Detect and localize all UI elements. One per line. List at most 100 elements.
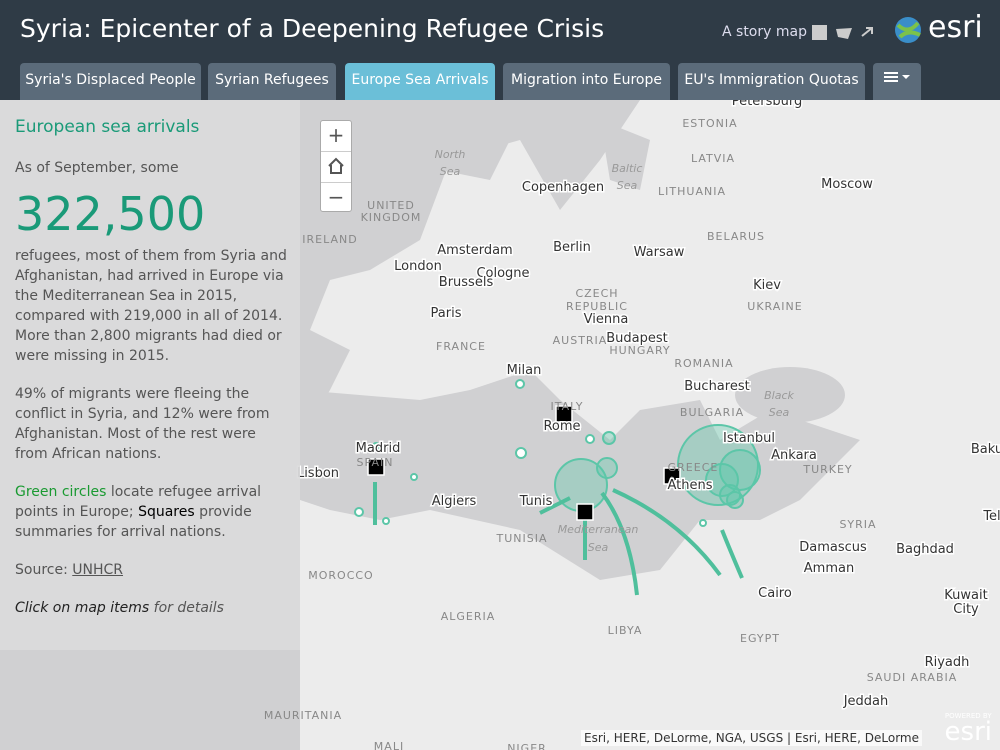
map-label: Baghdad <box>896 542 954 557</box>
map-label: Riyadh <box>925 655 970 670</box>
map-label: UKRAINE <box>747 300 802 313</box>
zoom-out[interactable]: − <box>327 185 345 209</box>
map-label: Sea <box>769 406 790 419</box>
map-label: Cologne <box>476 266 529 281</box>
map-label: UNITED <box>367 199 415 212</box>
attribution: Esri, HERE, DeLorme, NGA, USGS | Esri, H… <box>581 730 922 746</box>
map-label: ESTONIA <box>682 117 737 130</box>
map-label: NIGER <box>507 742 547 750</box>
tab[interactable]: Syrian Refugees <box>208 63 336 100</box>
map-label: ROMANIA <box>674 357 733 370</box>
green-circles: Green circles <box>15 484 107 500</box>
map-label: HUNGARY <box>609 344 670 357</box>
map-label: Black <box>764 389 794 402</box>
map-label: Bucharest <box>684 379 749 394</box>
paragraph: 49% of migrants were fleeing the conflic… <box>15 386 270 462</box>
map-label: Tel <box>982 509 1000 524</box>
map-label: LITHUANIA <box>658 185 726 198</box>
panel-heading: European sea arrivals <box>15 117 200 137</box>
map-label: IRELAND <box>302 233 357 246</box>
big-number: 322,500 <box>15 187 206 241</box>
map-label: Madrid <box>356 441 401 456</box>
map-label: Ankara <box>771 448 817 463</box>
map-label: Kuwait <box>944 588 987 603</box>
zoom-in[interactable]: + <box>321 121 351 152</box>
source-link[interactable]: UNHCR <box>72 562 124 578</box>
map-label: City <box>953 602 979 617</box>
hint-emph: Click on map items <box>15 600 150 616</box>
map-label: Amman <box>804 561 854 576</box>
globe-icon <box>895 17 921 43</box>
map-label: Istanbul <box>723 431 775 446</box>
tab[interactable]: Migration into Europe <box>503 63 670 100</box>
map-label: FRANCE <box>436 340 486 353</box>
map-label: BELARUS <box>707 230 765 243</box>
map-label: Vienna <box>584 312 629 327</box>
side-panel: European sea arrivals As of September, s… <box>0 100 300 650</box>
map-label: Amsterdam <box>437 243 512 258</box>
map-label: REPUBLIC <box>566 300 628 313</box>
map-label: Brussels <box>439 275 494 290</box>
title: Syria: Epicenter of a Deepening Refugee … <box>20 14 605 43</box>
intro: As of September, some <box>15 160 179 176</box>
map-label: Sea <box>588 541 609 554</box>
home-button[interactable] <box>321 152 351 183</box>
share-icons[interactable] <box>812 24 882 42</box>
esri-logo[interactable]: esri <box>928 10 983 45</box>
map-label: Tunis <box>519 494 553 509</box>
map-label: Baltic <box>612 162 643 175</box>
map-label: Warsaw <box>634 245 685 260</box>
powered-logo: esri <box>944 717 992 747</box>
map-label: London <box>394 259 442 274</box>
map-label: CZECH <box>575 287 618 300</box>
map-label: Damascus <box>799 540 867 555</box>
powered-by-label: POWERED BY <box>944 712 992 720</box>
map-label: TUNISIA <box>496 532 548 545</box>
map-label: Kiev <box>753 278 781 293</box>
map-label: SPAIN <box>357 456 394 469</box>
text: locate refugee arrival points in Europe; <box>15 484 262 520</box>
map-label: Sea <box>617 179 638 192</box>
squares: Squares <box>138 504 195 520</box>
tab[interactable]: Europe Sea Arrivals <box>345 63 495 100</box>
tab[interactable]: EU's Immigration Quotas <box>678 63 865 100</box>
map-label: KINGDOM <box>361 211 422 224</box>
map-controls: + − <box>320 120 352 212</box>
source: Source: UNHCR <box>15 560 287 580</box>
story-map-label: A story map <box>722 24 807 40</box>
map-label: Cairo <box>758 586 792 601</box>
map-label: Lisbon <box>297 466 339 481</box>
map-label: ALGERIA <box>441 610 496 623</box>
map-label: MAURITANIA <box>264 709 342 722</box>
map-label: Milan <box>507 363 542 378</box>
map-label: MALI <box>374 740 404 750</box>
paragraph: refugees, most of them from Syria and Af… <box>15 248 287 364</box>
map-label: EGYPT <box>740 632 780 645</box>
powered-by: POWERED BY esri <box>944 712 992 747</box>
map-label: GREECE <box>668 461 719 474</box>
map-label: LATVIA <box>691 152 735 165</box>
map-label: Moscow <box>821 177 873 192</box>
header: Syria: Epicenter of a Deepening Refugee … <box>0 0 1000 100</box>
menu-tab[interactable] <box>873 63 921 100</box>
text: provide summaries for arrival nations. <box>15 504 252 540</box>
hint-rest: for details <box>149 600 224 616</box>
map-label: Baku <box>971 442 1000 457</box>
map-label: SAUDI ARABIA <box>867 671 958 684</box>
map-label: BULGARIA <box>680 406 744 419</box>
map-label: LIBYA <box>608 624 643 637</box>
map-label: Jeddah <box>843 694 889 709</box>
map-label: Berlin <box>553 240 591 255</box>
map-label: SYRIA <box>839 518 876 531</box>
hint: Click on map items for details <box>15 598 287 618</box>
map-label: Copenhagen <box>522 180 604 195</box>
map-label: Sea <box>440 165 461 178</box>
map-label: North <box>435 148 466 161</box>
tab[interactable]: Syria's Displaced People <box>20 63 201 100</box>
map-label: AUSTRIA <box>553 334 608 347</box>
map-label: Algiers <box>432 494 477 509</box>
map-label: Paris <box>431 306 462 321</box>
map-label: MOROCCO <box>308 569 373 582</box>
map-label: Petersburg <box>732 100 802 109</box>
source-label: Source: <box>15 562 73 578</box>
